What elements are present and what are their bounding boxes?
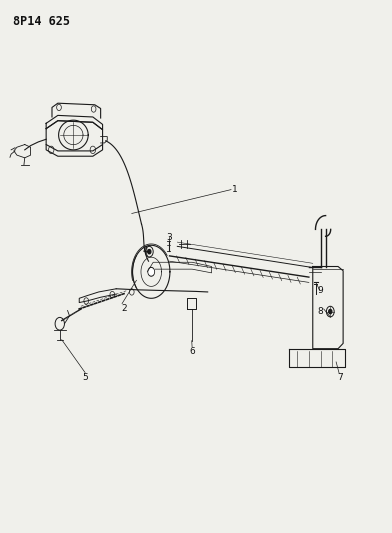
Text: 6: 6 [189, 347, 195, 356]
Text: 8P14 625: 8P14 625 [13, 14, 70, 28]
Text: 4: 4 [143, 246, 148, 255]
Circle shape [149, 269, 154, 275]
Text: 9: 9 [318, 286, 323, 295]
Circle shape [329, 310, 332, 314]
Text: 3: 3 [166, 233, 172, 242]
Circle shape [148, 249, 151, 254]
Text: 5: 5 [82, 373, 88, 382]
Text: 1: 1 [232, 185, 238, 194]
Text: 2: 2 [121, 304, 127, 313]
Text: 8: 8 [318, 307, 323, 316]
Text: 7: 7 [337, 373, 343, 382]
Circle shape [148, 268, 154, 276]
